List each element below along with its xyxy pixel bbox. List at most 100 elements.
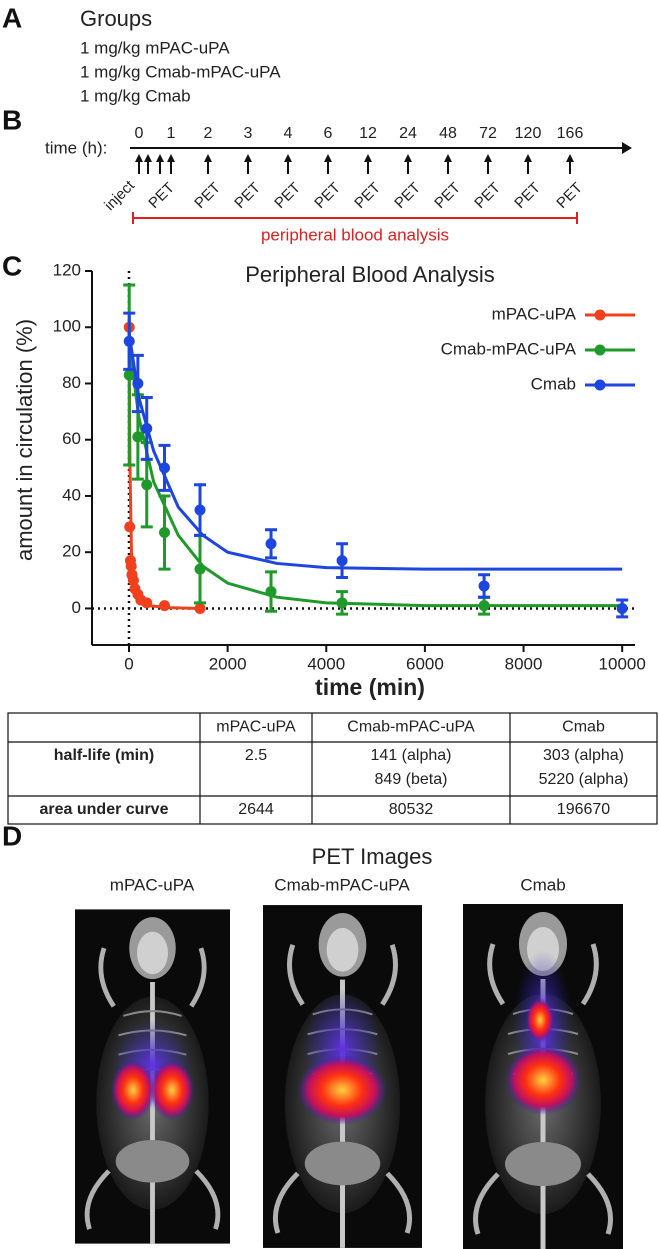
data-point <box>265 538 277 550</box>
panel-letter: B <box>2 104 22 135</box>
timeline-arrowhead <box>404 154 412 162</box>
chart: Peripheral Blood Analysis amount in circu… <box>12 260 646 700</box>
data-point <box>132 431 144 443</box>
time-label: 2 <box>204 125 213 142</box>
data-point <box>336 597 348 609</box>
legend-marker <box>594 309 606 321</box>
table-cell: 2.5 <box>245 747 267 764</box>
pet-image <box>463 904 623 1249</box>
timeline-arrowhead <box>156 154 164 162</box>
group-item: 1 mg/kg Cmab <box>80 86 191 105</box>
table-cell: Cmab <box>562 719 605 736</box>
timeline-arrowhead <box>144 154 152 162</box>
x-tick-label: 0 <box>124 654 133 673</box>
chart-title: Peripheral Blood Analysis <box>245 262 494 287</box>
y-tick-label: 0 <box>72 598 81 617</box>
table: mPAC-uPA Cmab-mPAC-uPA Cmab half-life (min)… <box>7 712 658 825</box>
time-label: 0 <box>135 125 144 142</box>
time-label: 24 <box>399 125 417 142</box>
data-point <box>124 521 136 533</box>
timeline-arrowhead <box>204 154 212 162</box>
data-point <box>194 504 206 516</box>
data-point <box>336 555 348 567</box>
pet-tick-label: PET <box>511 179 544 212</box>
panel-letter: C <box>2 250 22 281</box>
table-cell: 5220 (alpha) <box>539 771 629 788</box>
data-point <box>194 602 206 614</box>
timeline-label: time (h): <box>45 138 107 157</box>
time-label: 6 <box>324 125 333 142</box>
data-point <box>141 479 153 491</box>
pet-tick-label: PET <box>231 179 264 212</box>
timeline-arrowhead <box>324 154 332 162</box>
x-tick-label: 4000 <box>307 654 345 673</box>
pet-label: mPAC-uPA <box>110 875 195 894</box>
data-point <box>123 369 135 381</box>
legend-label: Cmab <box>531 374 576 393</box>
table-cell: 2644 <box>238 801 274 818</box>
timeline-arrowhead <box>244 154 252 162</box>
time-label: 1 <box>167 125 176 142</box>
legend-marker <box>594 344 606 356</box>
time-label: 120 <box>515 125 542 142</box>
legend-marker <box>594 379 606 391</box>
pet-tick-label: PET <box>311 179 344 212</box>
y-tick-label: 80 <box>62 373 81 392</box>
timeline-arrowhead <box>444 154 452 162</box>
table-row-header: half-life (min) <box>54 747 154 764</box>
timeline-arrowhead <box>284 154 292 162</box>
time-label: 72 <box>479 125 497 142</box>
timeline-arrowhead <box>364 154 372 162</box>
time-label: 166 <box>557 125 584 142</box>
y-axis-label: amount in circulation (%) <box>12 319 37 561</box>
timeline-labels: 0 1 PET 2 PET 3 PET 4 PET 6 PET 12 PET 24 PET 48 PET 72 PE… <box>101 125 586 214</box>
x-tick-label: 2000 <box>209 654 247 673</box>
pet-tick-label: PET <box>431 179 464 212</box>
fit-line <box>127 332 623 571</box>
time-label: 3 <box>244 125 253 142</box>
data-point <box>194 563 206 575</box>
x-axis-label: time (min) <box>315 674 425 700</box>
pet-tick-label: PET <box>191 179 224 212</box>
time-label: 4 <box>284 125 293 142</box>
pet-image <box>263 905 422 1248</box>
timeline-arrowhead <box>135 154 143 162</box>
data-point <box>123 335 135 347</box>
data-point <box>125 560 137 572</box>
y-tick-label: 120 <box>53 260 81 279</box>
timeline-arrowhead <box>622 142 632 154</box>
table-cell: 80532 <box>389 801 434 818</box>
table-cell: 303 (alpha) <box>543 747 624 764</box>
x-tick-label: 10000 <box>599 654 646 673</box>
timeline-arrowhead <box>524 154 532 162</box>
data-point <box>158 462 170 474</box>
timeline-arrowhead <box>167 154 175 162</box>
table-frame <box>7 712 658 825</box>
pet-tick-label: PET <box>471 179 504 212</box>
legend-label: mPAC-uPA <box>492 304 577 323</box>
table-cell: mPAC-uPA <box>216 719 296 736</box>
panel-letter: D <box>2 820 22 851</box>
group-item: 1 mg/kg mPAC-uPA <box>80 38 230 57</box>
pet-label: Cmab-mPAC-uPA <box>274 875 410 894</box>
data-point <box>132 377 144 389</box>
legend-label: Cmab-mPAC-uPA <box>441 339 577 358</box>
group-item: 1 mg/kg Cmab-mPAC-uPA <box>80 62 281 81</box>
pet-label: Cmab <box>520 875 565 894</box>
pet-image <box>75 909 230 1243</box>
groups-title: Groups <box>80 6 152 31</box>
x-tick-label: 6000 <box>406 654 444 673</box>
x-tick-label: 8000 <box>505 654 543 673</box>
pet-tick-label: PET <box>145 179 178 212</box>
data-point <box>127 574 139 586</box>
data-point <box>141 422 153 434</box>
inject-label: inject <box>101 177 138 214</box>
table-cell: 849 (beta) <box>375 771 448 788</box>
y-tick-label: 60 <box>62 429 81 448</box>
data-point <box>158 600 170 612</box>
time-label: 12 <box>359 125 377 142</box>
table-cell: Cmab-mPAC-uPA <box>347 719 475 736</box>
y-tick-label: 40 <box>62 485 81 504</box>
